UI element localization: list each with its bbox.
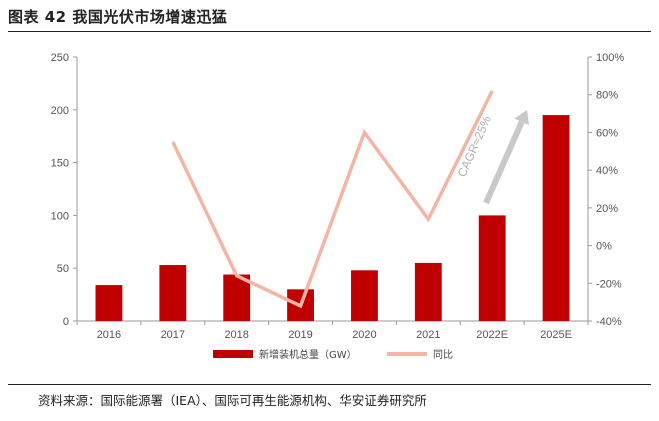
legend-bar-label: 新增装机总量（GW） xyxy=(259,348,357,361)
chart: 0 50 100 150 200 250 -40% -20% 0% 20% 40% 60% 80% 10… xyxy=(51,52,625,361)
left-tick-label: 0 xyxy=(63,316,69,328)
right-tick-label: 20% xyxy=(596,203,618,215)
bar xyxy=(351,270,378,321)
left-tick-label: 150 xyxy=(51,158,69,170)
legend: 新增装机总量（GW） 同比 xyxy=(213,348,453,361)
bar xyxy=(542,115,570,321)
x-tick-label: 2025E xyxy=(540,329,572,341)
legend-line-label: 同比 xyxy=(433,349,453,361)
source-rule xyxy=(8,384,651,385)
source-note: 资料来源：国际能源署（IEA）、国际可再生能源机构、华安证券研究所 xyxy=(38,393,427,408)
legend-bar-swatch xyxy=(213,350,253,358)
bar-series xyxy=(95,115,570,321)
left-tick-label: 200 xyxy=(51,105,69,117)
bar xyxy=(478,215,506,321)
x-tick-label: 2019 xyxy=(288,329,312,341)
x-tick-label: 2021 xyxy=(416,329,440,341)
bar xyxy=(223,274,251,321)
x-tick-label: 2017 xyxy=(161,329,185,341)
right-tick-label: 80% xyxy=(596,90,618,102)
left-tick-label: 50 xyxy=(57,263,69,275)
x-tick-label: 2018 xyxy=(224,329,248,341)
title-rule xyxy=(8,31,651,32)
bar xyxy=(159,265,187,321)
cagr-arrow-shaft xyxy=(483,120,525,205)
right-tick-label: 100% xyxy=(596,52,624,64)
right-tick-label: 40% xyxy=(596,165,618,177)
bar xyxy=(95,285,123,321)
right-tick-label: -40% xyxy=(596,316,622,328)
cagr-arrow-head xyxy=(514,110,530,126)
cagr-annotation: CAGR≈25% xyxy=(455,110,530,205)
line-series xyxy=(171,90,494,309)
left-tick-label: 100 xyxy=(51,210,69,222)
right-tick-label: 60% xyxy=(596,127,618,139)
left-tick-label: 250 xyxy=(51,52,69,64)
x-tick-label: 2022E xyxy=(476,329,508,341)
left-axis: 0 50 100 150 200 250 xyxy=(51,52,78,328)
x-tick-label: 2016 xyxy=(97,329,121,341)
right-tick-label: 0% xyxy=(596,241,612,253)
figure-title: 图表 42 我国光伏市场增速迅猛 xyxy=(8,8,228,26)
right-axis: -40% -20% 0% 20% 40% 60% 80% 100% xyxy=(587,52,624,328)
x-tick-label: 2020 xyxy=(352,329,376,341)
bar xyxy=(414,262,442,321)
x-axis: 2016 2017 2018 2019 2020 2021 2022E 2025E xyxy=(76,320,589,341)
right-tick-label: -20% xyxy=(596,278,622,290)
yoy-line xyxy=(171,90,494,309)
